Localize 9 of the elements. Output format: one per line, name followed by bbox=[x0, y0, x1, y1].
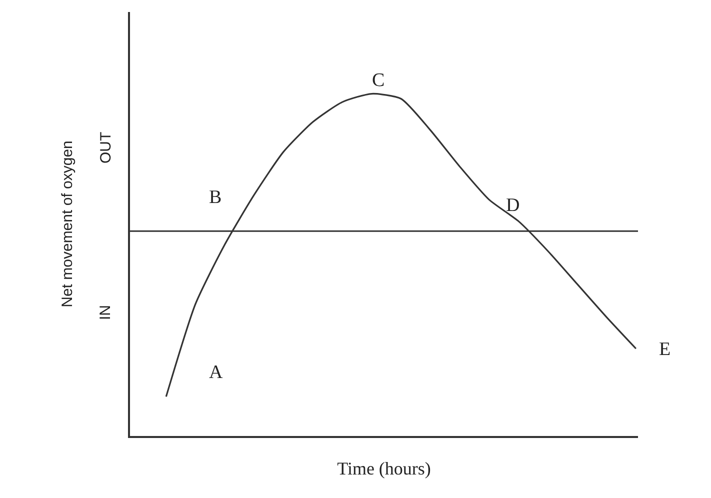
x-axis-title: Time (hours) bbox=[337, 458, 431, 478]
text: IN bbox=[97, 305, 114, 320]
text: OUT bbox=[98, 132, 114, 164]
text: C bbox=[372, 70, 385, 91]
annotation: D bbox=[506, 195, 520, 216]
text: E bbox=[659, 339, 671, 360]
annotation: B bbox=[209, 187, 222, 208]
y-axis-title: Net movement of oxygen bbox=[59, 140, 76, 308]
annotation: A bbox=[209, 362, 223, 383]
